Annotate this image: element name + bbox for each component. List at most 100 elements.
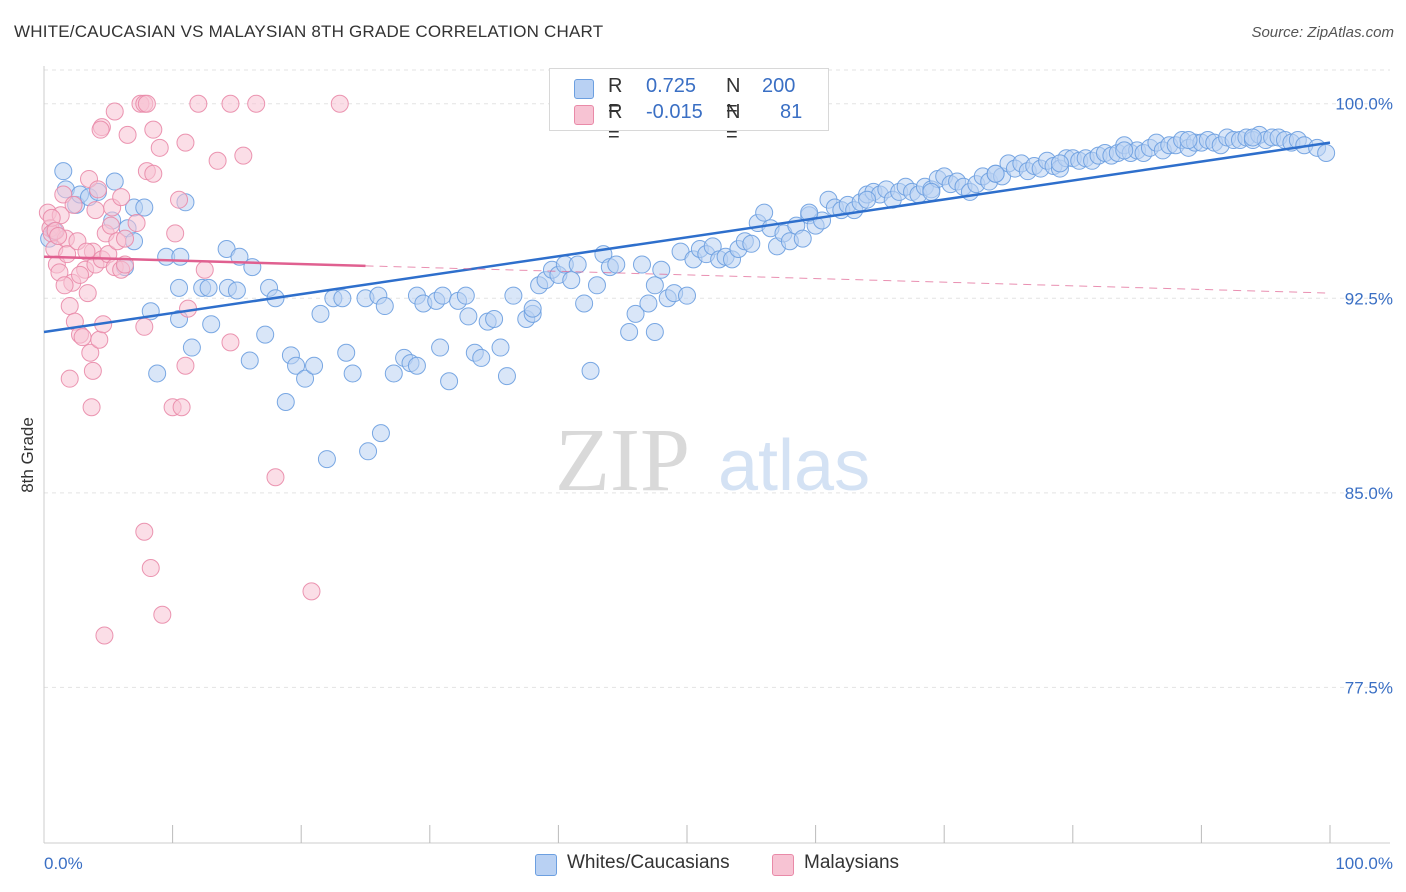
chart-title: WHITE/CAUCASIAN VS MALAYSIAN 8TH GRADE C…	[14, 22, 604, 41]
malaysians-point-42	[247, 94, 266, 113]
stats-legend: R = 0.725 N = 200 R = -0.015 N = 81	[549, 68, 829, 146]
malaysians-point-78	[112, 188, 131, 207]
legend-swatch-malaysians	[574, 105, 594, 125]
legend-n-label: N =	[726, 101, 741, 146]
whites-point-86	[645, 276, 664, 295]
malaysians-point-37	[144, 120, 163, 139]
whites-point-103	[755, 203, 774, 222]
malaysians-point-62	[82, 398, 101, 417]
malaysians-point-29	[116, 229, 135, 248]
whites-point-82	[620, 322, 639, 341]
watermark-zip: ZIP	[555, 411, 690, 510]
malaysians-point-52	[127, 214, 146, 233]
malaysians-point-71	[302, 582, 321, 601]
malaysians-point-56	[135, 317, 154, 336]
whites-point-44	[343, 364, 362, 383]
malaysians-point-68	[141, 559, 160, 578]
malaysians-point-53	[166, 224, 185, 243]
whites-point-30	[148, 364, 167, 383]
whites-point-83	[626, 304, 645, 323]
malaysians-point-79	[71, 265, 90, 284]
whites-point-6	[105, 172, 124, 191]
whites-point-193	[986, 164, 1005, 183]
whites-point-40	[311, 304, 330, 323]
malaysians-point-63	[176, 356, 195, 375]
whites-point-56	[440, 372, 459, 391]
legend-n-label: N =	[726, 75, 741, 120]
y-axis-label: 8th Grade	[18, 417, 37, 493]
bottom-legend-label-malaysians: Malaysians	[804, 852, 900, 873]
malaysians-point-58	[221, 333, 240, 352]
whites-point-34	[256, 325, 275, 344]
malaysians-point-74	[49, 227, 68, 246]
whites-point-198	[371, 424, 390, 443]
malaysians-point-10	[60, 297, 79, 316]
whites-point-203	[523, 299, 542, 318]
whites-point-196	[1179, 131, 1198, 150]
malaysians-point-47	[144, 164, 163, 183]
whites-point-55	[431, 338, 450, 357]
malaysians-point-50	[89, 180, 108, 199]
x-tick-label-1: 100.0%	[1335, 854, 1393, 873]
whites-point-42	[333, 289, 352, 308]
malaysians-point-33	[118, 125, 137, 144]
whites-point-81	[607, 255, 626, 274]
whites-point-197	[1243, 128, 1262, 147]
bottom-legend-label-whites: Whites/Caucasians	[567, 852, 730, 873]
malaysians-point-21	[90, 330, 109, 349]
malaysians-point-31	[91, 120, 110, 139]
malaysians-point-18	[81, 343, 100, 362]
series-whites	[40, 125, 1336, 469]
malaysians-point-70	[95, 626, 114, 645]
whites-point-75	[568, 255, 587, 274]
malaysians-point-41	[221, 94, 240, 113]
whites-point-65	[497, 367, 516, 386]
whites-point-87	[652, 260, 671, 279]
whites-point-101	[742, 234, 761, 253]
legend-r-label: R =	[608, 101, 623, 146]
trend-line-malaysians	[43, 255, 366, 268]
trend-lines	[43, 141, 1331, 334]
whites-point-195	[1115, 141, 1134, 160]
malaysians-point-44	[208, 151, 227, 170]
tick-labels: 77.5% 85.0% 92.5% 100.0% 0.0% 100.0%	[44, 95, 1393, 873]
malaysians-point-76	[86, 201, 105, 220]
watermark-atlas: atlas	[718, 426, 870, 506]
malaysians-point-38	[150, 138, 169, 157]
whites-point-24	[199, 278, 218, 297]
y-tick-label-0: 77.5%	[1345, 678, 1393, 697]
y-tick-label-1: 85.0%	[1345, 484, 1393, 503]
whites-point-29	[182, 338, 201, 357]
whites-point-33	[240, 351, 259, 370]
malaysians-point-61	[83, 361, 102, 380]
whites-point-194	[1050, 154, 1069, 173]
whites-point-109	[793, 229, 812, 248]
whites-point-190	[800, 203, 819, 222]
whites-point-48	[384, 364, 403, 383]
whites-point-74	[562, 271, 581, 290]
legend-n-value: 81	[780, 101, 803, 123]
y-tick-label-3: 100.0%	[1335, 95, 1393, 114]
whites-point-26	[227, 281, 246, 300]
whites-point-61	[472, 348, 491, 367]
whites-point-84	[632, 255, 651, 274]
malaysians-point-75	[64, 195, 83, 214]
malaysians-point-60	[60, 369, 79, 388]
whites-point-64	[491, 338, 510, 357]
whites-point-77	[581, 361, 600, 380]
watermark: ZIP atlas	[555, 411, 870, 510]
whites-point-202	[645, 322, 664, 341]
malaysians-point-36	[137, 94, 156, 113]
whites-point-58	[456, 286, 475, 305]
malaysians-point-54	[195, 260, 214, 279]
whites-point-54	[433, 286, 452, 305]
malaysians-point-39	[176, 133, 195, 152]
chart-source: Source: ZipAtlas.com	[1251, 24, 1394, 41]
whites-point-9	[135, 198, 154, 217]
axes	[43, 66, 1390, 844]
whites-point-38	[305, 356, 324, 375]
whites-point-31	[202, 315, 221, 334]
whites-point-36	[287, 356, 306, 375]
malaysians-point-65	[172, 398, 191, 417]
